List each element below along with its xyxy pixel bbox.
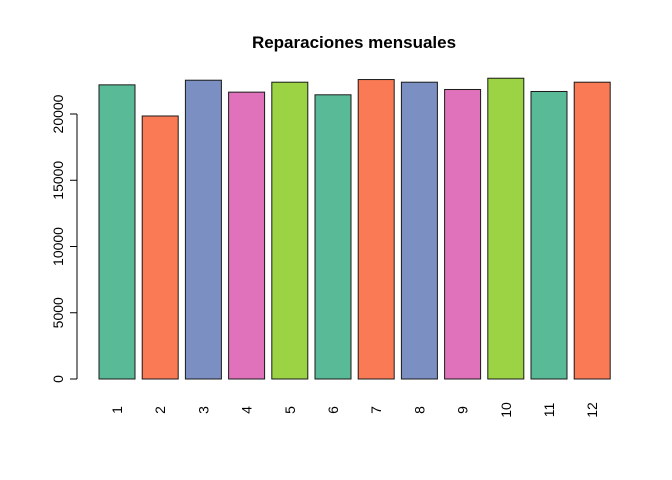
bar-3 <box>184 79 222 380</box>
bar-11 <box>530 90 568 380</box>
bar-1 <box>98 84 136 380</box>
x-tick-label: 4 <box>239 406 255 414</box>
y-axis: 0 5000 10000 15000 20000 <box>50 94 78 383</box>
bar-12 <box>573 81 611 380</box>
x-tick-label: 2 <box>152 406 168 414</box>
x-tick-label: 9 <box>455 406 471 414</box>
x-axis-labels: 1 2 3 4 5 6 7 8 9 10 11 12 <box>109 402 600 418</box>
chart-title: Reparaciones mensuales <box>252 33 456 52</box>
bar-2 <box>141 115 179 380</box>
y-tick-label: 20000 <box>50 94 66 133</box>
bar-6 <box>314 94 352 380</box>
x-tick-label: 6 <box>325 406 341 414</box>
x-tick-label: 5 <box>282 406 298 414</box>
bar-9 <box>444 88 482 380</box>
bar-4 <box>228 91 266 380</box>
x-tick-label: 8 <box>411 406 427 414</box>
bar-7 <box>357 79 395 380</box>
x-tick-label: 3 <box>195 406 211 414</box>
y-tick-label: 0 <box>50 375 66 383</box>
x-tick-label: 12 <box>584 402 600 418</box>
bars <box>98 77 611 380</box>
x-tick-label: 10 <box>498 402 514 418</box>
x-tick-label: 1 <box>109 406 125 414</box>
bar-5 <box>271 81 309 380</box>
y-tick-label: 5000 <box>50 297 66 328</box>
y-tick-label: 15000 <box>50 161 66 200</box>
x-tick-label: 11 <box>541 403 557 418</box>
x-tick-label: 7 <box>368 406 384 414</box>
y-tick-label: 10000 <box>50 227 66 266</box>
bar-8 <box>400 81 438 380</box>
bar-10 <box>487 77 525 380</box>
